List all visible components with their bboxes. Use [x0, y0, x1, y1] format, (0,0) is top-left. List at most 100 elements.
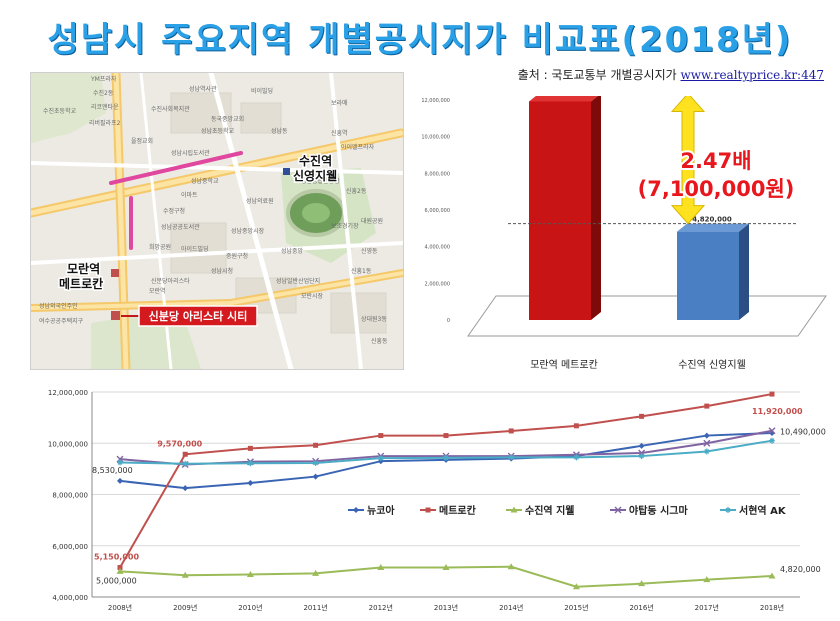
data-point[interactable]	[247, 479, 254, 486]
data-point[interactable]	[378, 433, 384, 439]
data-point[interactable]	[768, 427, 776, 435]
data-point[interactable]	[443, 454, 449, 461]
map-park	[31, 73, 106, 143]
legend-item[interactable]: 뉴코아	[348, 504, 395, 517]
data-point[interactable]	[246, 570, 254, 577]
data-point[interactable]	[117, 459, 123, 466]
data-point[interactable]	[377, 455, 384, 462]
data-point[interactable]	[181, 571, 189, 578]
map-poi-label: 성남초등학교	[201, 127, 235, 135]
map-poi-label: 아이드빌딩	[181, 245, 209, 253]
data-point[interactable]	[117, 565, 123, 571]
map-poi-label: 수진초등학교	[43, 107, 77, 115]
data-point[interactable]	[116, 567, 124, 574]
legend-label: 수진역 지웰	[525, 504, 574, 517]
data-point[interactable]	[639, 413, 645, 419]
data-point[interactable]	[312, 473, 319, 480]
data-point[interactable]	[572, 583, 580, 590]
data-point[interactable]	[117, 477, 123, 484]
aristar-label: 신분당 아리스타 시티	[149, 309, 248, 323]
ytick-label: 6,000,000	[52, 543, 88, 551]
data-point[interactable]	[312, 459, 319, 466]
map-poi-label: 성남동	[271, 127, 288, 135]
legend-label: 야탑동 시그마	[629, 504, 688, 517]
legend-item[interactable]: 서현역 AK	[720, 504, 787, 517]
ytick-label: 12,000,000	[48, 389, 88, 397]
legend-label: 메트로칸	[439, 504, 477, 517]
source-link[interactable]: www.realtyprice.kr:447	[680, 68, 824, 82]
legend-item[interactable]: 야탑동 시그마	[610, 504, 688, 517]
map-poi-label: 신영동	[361, 247, 378, 255]
legend-item[interactable]: 수진역 지웰	[506, 504, 574, 517]
legend-marker[interactable]	[425, 507, 431, 513]
map-roads	[31, 73, 403, 369]
data-point[interactable]	[638, 453, 645, 460]
moran-marker[interactable]	[111, 269, 119, 277]
legend-marker[interactable]	[353, 507, 359, 513]
data-point[interactable]	[703, 432, 710, 439]
bar-1[interactable]	[529, 101, 591, 320]
data-point[interactable]	[769, 391, 775, 397]
xtick-label: 2017년	[695, 603, 719, 612]
data-point[interactable]	[377, 564, 385, 571]
xtick-label: 2011년	[303, 603, 327, 612]
data-point[interactable]	[508, 454, 515, 461]
bar-top	[677, 223, 749, 232]
ytick-label: 10,000,000	[48, 440, 88, 448]
map-poi-label: 성남중앙	[281, 247, 304, 255]
data-point[interactable]	[247, 460, 254, 467]
map-poi-label: 대원공원	[361, 217, 383, 225]
data-point[interactable]	[247, 445, 253, 451]
data-point[interactable]	[638, 442, 645, 449]
xtick-label: 2012년	[369, 603, 393, 612]
data-point[interactable]	[573, 454, 580, 461]
map-poi-label: 리코앤타운	[91, 103, 119, 111]
data-point[interactable]	[638, 580, 646, 587]
map-poi-label: 리버필라프2	[89, 119, 121, 127]
data-point[interactable]	[443, 433, 449, 439]
data-point[interactable]	[442, 564, 450, 571]
map-poi-label: 성남역사관	[189, 85, 217, 93]
legend-marker[interactable]	[510, 506, 518, 513]
aristar-marker[interactable]	[111, 311, 120, 320]
data-point[interactable]	[182, 460, 189, 467]
map-poi-label: 을정교회	[131, 137, 153, 145]
data-point[interactable]	[704, 403, 710, 409]
area-map: YM프라자 수진2동 리코앤타운 리버필라프2 수진초등학교 수진사회복지관 성남역사관 동국…	[30, 72, 404, 370]
xtick-label: 2008년	[108, 603, 132, 612]
data-point[interactable]	[507, 563, 515, 570]
bar-category-label: 모란역 메트로칸	[530, 359, 598, 371]
data-point[interactable]	[312, 569, 320, 576]
map-poi-label: 보라매	[331, 99, 348, 107]
data-point[interactable]	[182, 485, 189, 492]
sujin-marker[interactable]	[283, 168, 290, 175]
ytick-label: 8,000,000	[52, 492, 88, 500]
series-3	[116, 563, 776, 590]
data-label: 10,490,000	[780, 428, 826, 437]
map-poi-label: 보조경기장	[331, 222, 359, 230]
data-point[interactable]	[703, 576, 711, 583]
data-point[interactable]	[182, 451, 188, 457]
bar-ytick-label: 0	[447, 318, 450, 324]
series-line[interactable]	[119, 393, 773, 569]
data-point[interactable]	[313, 442, 319, 448]
data-point[interactable]	[768, 572, 776, 579]
ratio-label: 2.47배	[680, 149, 751, 173]
data-point[interactable]	[508, 428, 514, 434]
legend-marker[interactable]	[725, 507, 731, 513]
difference-arrow	[670, 92, 706, 225]
legend: 뉴코아 메트로칸 수진역 지웰 야탑동 시그마 서현역 AK	[348, 504, 787, 517]
bar-chart-floor	[467, 295, 827, 337]
bar-2[interactable]	[677, 231, 739, 320]
data-point[interactable]	[703, 439, 711, 447]
data-point[interactable]	[769, 437, 775, 444]
moran-label-line2: 메트로칸	[59, 276, 103, 291]
data-point[interactable]	[573, 423, 579, 429]
map-poi-label: 비이빌딩	[251, 87, 273, 95]
source-label: 출처 : 국토교통부 개별공시지가	[517, 68, 677, 82]
legend-item[interactable]: 메트로칸	[420, 504, 477, 517]
data-point[interactable]	[703, 448, 710, 455]
xtick-label: 2015년	[564, 603, 588, 612]
legend-marker[interactable]	[614, 506, 622, 514]
bar-chart-svg: 0 2,000,000 4,000,000 6,000,000 8,000,000 10,…	[421, 85, 827, 371]
